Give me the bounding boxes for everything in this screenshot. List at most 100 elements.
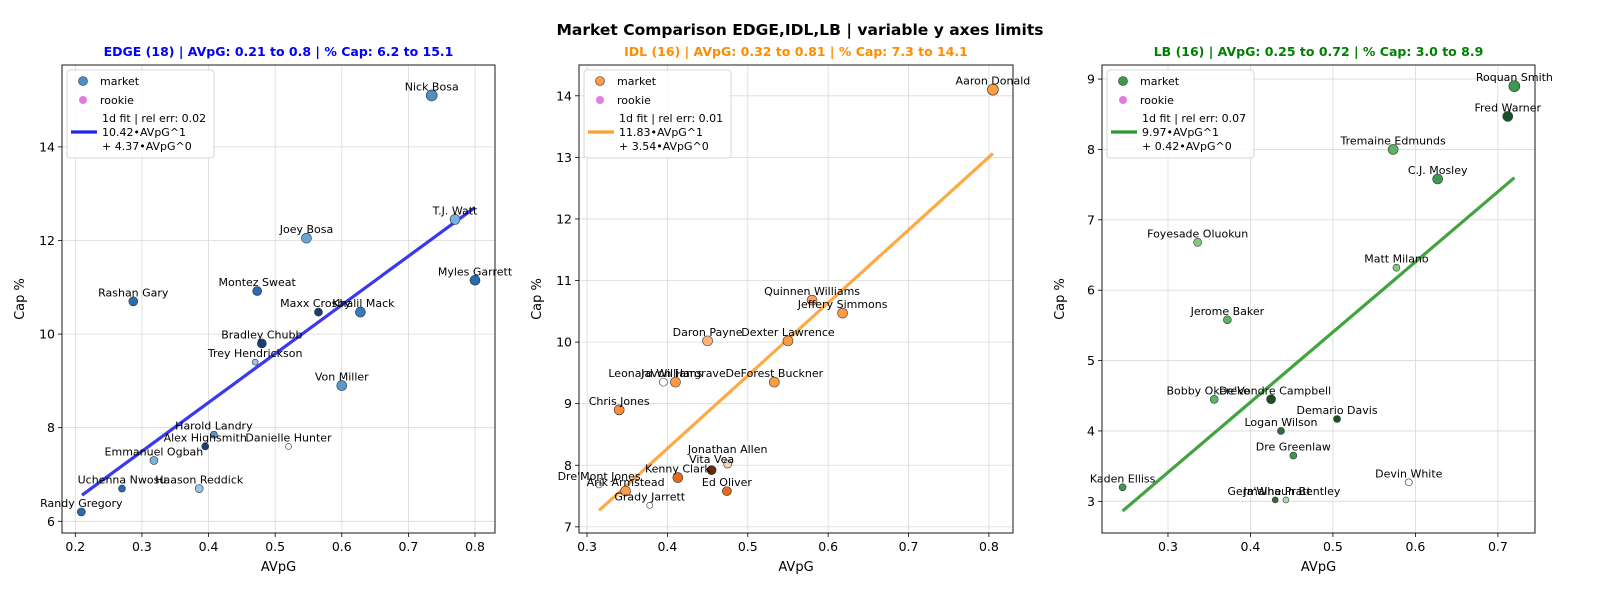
x-tick-label: 0.6	[332, 539, 352, 554]
point-label: Chris Jones	[589, 395, 650, 408]
x-axis-label: AVpG	[778, 560, 813, 575]
legend-box	[583, 69, 732, 159]
legend-fit-text: 10.42•AVpG^1	[102, 126, 186, 139]
x-tick-label: 0.7	[899, 539, 919, 554]
legend-fit-text: + 3.54•AVpG^0	[619, 140, 709, 153]
point-label: Germaine Pratt	[1227, 485, 1311, 498]
legend-market-marker	[1118, 76, 1128, 86]
legend-rookie-label: rookie	[100, 94, 134, 107]
data-point	[355, 306, 366, 318]
data-point	[194, 484, 204, 493]
point-label: Nick Bosa	[405, 80, 459, 93]
y-tick-label: 10	[39, 327, 55, 342]
point-label: Matt Milano	[1364, 253, 1429, 266]
x-tick-label: 0.5	[1323, 539, 1343, 554]
x-tick-label: 0.3	[132, 539, 152, 554]
y-tick-label: 11	[556, 273, 572, 288]
data-point	[1502, 111, 1514, 122]
plot-frame	[61, 64, 496, 534]
data-point	[1392, 263, 1401, 272]
panel-1: 0.2 0.3 0.4 0.5 0.6 0.7 0.8 6 8 10 12 14 Nick Bosa T.…	[13, 44, 513, 575]
data-point	[257, 338, 267, 349]
data-point	[1209, 394, 1219, 404]
y-tick-label: 13	[556, 150, 572, 165]
data-point	[118, 484, 126, 493]
point-label: Jeffery Simmons	[797, 298, 888, 311]
y-tick-label: 5	[1087, 353, 1095, 368]
data-point	[806, 294, 818, 306]
point-label: Jonathan Allen	[687, 443, 768, 456]
data-point	[1508, 80, 1521, 92]
panel-2: 0.3 0.4 0.5 0.6 0.7 0.8 7 8 9 10 11 12 13 14 Aaron Don…	[530, 44, 1030, 575]
fit-line	[598, 152, 994, 512]
point-label: Arik Armstead	[587, 476, 665, 489]
data-point	[469, 274, 481, 286]
point-label: Logan Wilson	[1244, 416, 1317, 429]
legend: market rookie 1d fit | rel err: 0.0111.83•…	[583, 69, 732, 159]
legend-fit-text: 1d fit | rel err: 0.01	[619, 112, 723, 125]
data-point	[128, 296, 139, 307]
point-label: Montez Sweat	[219, 276, 297, 289]
y-tick-label: 6	[1087, 283, 1095, 298]
point-label: Von Miller	[315, 371, 369, 384]
point-label: Bobby Okereke	[1166, 384, 1250, 397]
data-point	[768, 376, 780, 388]
x-tick-label: 0.3	[577, 539, 597, 554]
point-label: Ja'Whaun Bentley	[1242, 485, 1340, 498]
data-point	[1266, 394, 1276, 405]
point-label: Khalil Mack	[332, 297, 395, 310]
point-label: Daron Payne	[673, 326, 743, 339]
legend-rookie-marker	[79, 96, 87, 104]
point-label: Haason Reddick	[155, 474, 244, 487]
point-label: Danielle Hunter	[245, 431, 332, 444]
x-tick-label: 0.4	[199, 539, 219, 554]
point-label: Randy Gregory	[40, 497, 123, 510]
data-point	[1333, 415, 1341, 423]
point-label: Aaron Donald	[956, 75, 1031, 88]
legend-rookie-label: rookie	[1140, 94, 1174, 107]
x-tick-label: 0.3	[1158, 539, 1178, 554]
x-tick-label: 0.6	[1405, 539, 1425, 554]
data-point	[620, 485, 631, 497]
legend-market-marker	[595, 76, 605, 86]
panel-title: EDGE (18) | AVpG: 0.21 to 0.8 | % Cap: 6…	[104, 44, 454, 59]
plot-frame	[578, 64, 1014, 534]
point-label: Foyesade Oluokun	[1147, 227, 1248, 240]
point-label: Harold Landry	[175, 420, 253, 433]
point-label: Trey Hendrickson	[207, 347, 303, 360]
point-label: Roquan Smith	[1476, 71, 1553, 84]
y-tick-label: 3	[1087, 494, 1095, 509]
panel-title: IDL (16) | AVpG: 0.32 to 0.81 | % Cap: 7…	[624, 44, 968, 59]
data-point	[336, 380, 348, 391]
data-point	[706, 465, 717, 475]
legend-market-label: market	[1140, 75, 1180, 88]
x-tick-label: 0.7	[398, 539, 418, 554]
legend-fit-text: 9.97•AVpG^1	[1142, 126, 1219, 139]
point-label: Dre Greenlaw	[1256, 441, 1331, 454]
data-point	[782, 335, 794, 347]
x-tick-label: 0.4	[1241, 539, 1261, 554]
point-label: De'Vondre Campbell	[1219, 384, 1331, 397]
data-point	[77, 507, 86, 517]
point-label: Javon Hargrave	[640, 367, 726, 380]
point-label: Devin White	[1375, 467, 1442, 480]
data-point	[314, 307, 323, 317]
point-label: Ed Oliver	[702, 476, 752, 489]
y-axis-label: Cap %	[13, 278, 28, 320]
point-label: Grady Jarrett	[614, 490, 685, 503]
data-point	[837, 307, 848, 319]
y-axis-label: Cap %	[530, 278, 545, 320]
point-label: Leonard Williams	[608, 367, 702, 380]
y-axis-label: Cap %	[1053, 278, 1068, 320]
data-point	[1387, 144, 1399, 155]
point-label: Kenny Clark	[645, 463, 711, 476]
point-label: Fred Warner	[1475, 101, 1542, 114]
point-label: Jerome Baker	[1190, 305, 1265, 318]
x-tick-label: 0.5	[265, 539, 285, 554]
data-point	[1193, 238, 1202, 247]
point-label: Demario Davis	[1297, 404, 1378, 417]
legend-market-label: market	[617, 75, 657, 88]
data-point	[251, 358, 259, 366]
x-axis-label: AVpG	[261, 560, 296, 575]
